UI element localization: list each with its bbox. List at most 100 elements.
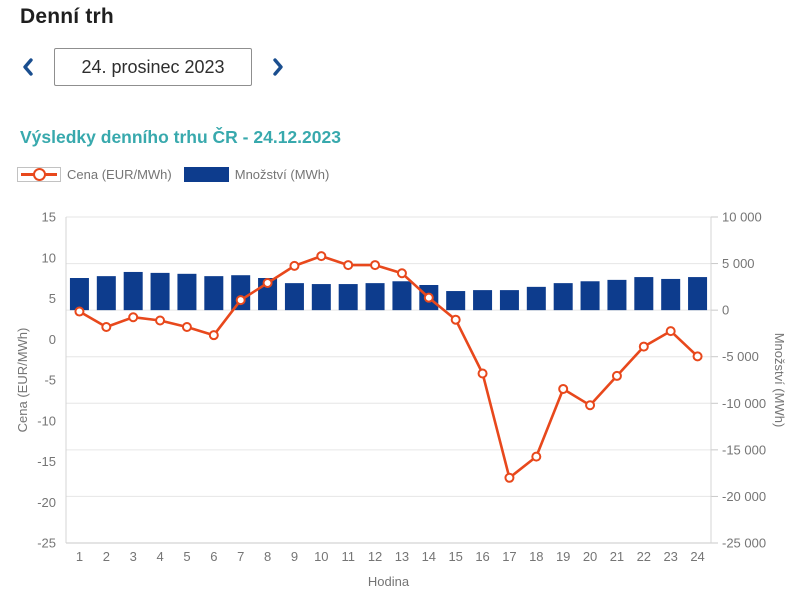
price-point [74, 306, 85, 317]
price-point [289, 260, 300, 271]
volume-bar [473, 290, 493, 311]
volume-bar [177, 273, 197, 311]
x-axis-tick-label: 22 [637, 549, 651, 564]
x-axis-tick-label: 23 [663, 549, 677, 564]
x-axis-tick-label: 1 [76, 549, 83, 564]
price-point [101, 322, 112, 333]
legend-label-price: Cena (EUR/MWh) [67, 167, 172, 182]
right-axis-labels: 10 000 5 000 0 -5 000 -10 000 -15 000 -20 000 -… [722, 210, 766, 551]
price-point [235, 295, 246, 306]
price-point [665, 326, 676, 337]
price-point [262, 278, 273, 289]
x-axis-title: Hodina [368, 574, 410, 589]
volume-bar [607, 279, 627, 311]
volume-bar [661, 278, 681, 311]
x-axis-tick-label: 10 [314, 549, 328, 564]
x-axis-tick-label: 21 [610, 549, 624, 564]
x-axis-tick-label: 15 [448, 549, 462, 564]
left-axis-tick-label: -5 [44, 373, 56, 388]
left-axis-tick-label: 15 [42, 210, 56, 225]
left-axis-title: Cena (EUR/MWh) [15, 328, 30, 433]
price-point [477, 368, 488, 379]
volume-bar [69, 278, 89, 311]
x-axis-tick-label: 3 [130, 549, 137, 564]
volume-bar [96, 276, 116, 311]
x-axis-tick-label: 8 [264, 549, 271, 564]
chevron-left-icon [23, 58, 33, 76]
price-point [531, 451, 542, 462]
volume-bar [688, 277, 708, 311]
x-axis-tick-label: 18 [529, 549, 543, 564]
volume-bar [284, 283, 304, 311]
x-axis-tick-label: 4 [156, 549, 163, 564]
right-axis-tick-label: -15 000 [722, 442, 766, 457]
volume-bars-series [69, 271, 708, 311]
chart-legend: Cena (EUR/MWh) Množství (MWh) [17, 167, 341, 182]
volume-bar [392, 281, 412, 311]
x-axis-tick-label: 12 [368, 549, 382, 564]
left-axis-labels: 15 10 5 0 -5 -10 -15 -20 -25 [37, 210, 56, 551]
previous-day-button[interactable] [20, 48, 36, 86]
price-point [423, 292, 434, 303]
price-point [450, 314, 461, 325]
right-axis-tick-label: 5 000 [722, 256, 755, 271]
x-axis-tick-label: 19 [556, 549, 570, 564]
volume-bar [150, 272, 170, 311]
volume-bar [204, 276, 224, 311]
left-axis-tick-label: -20 [37, 495, 56, 510]
price-line [78, 254, 699, 480]
price-line-swatch-icon [17, 167, 61, 182]
x-axis-tick-label: 2 [103, 549, 110, 564]
x-axis-tick-label: 14 [422, 549, 436, 564]
left-axis-tick-label: 5 [49, 291, 56, 306]
right-axis-tick-label: -10 000 [722, 396, 766, 411]
x-axis-tick-label: 20 [583, 549, 597, 564]
next-day-button[interactable] [270, 48, 286, 86]
price-point [316, 251, 327, 262]
volume-bar [526, 286, 546, 311]
volume-bar [123, 271, 143, 311]
date-value: 24. prosinec 2023 [81, 56, 225, 77]
left-axis-tick-label: -25 [37, 536, 56, 551]
volume-bar-swatch-icon [183, 167, 229, 182]
x-axis-tick-label: 24 [690, 549, 704, 564]
x-axis-tick-label: 17 [502, 549, 516, 564]
marker-sample [32, 168, 46, 181]
price-point [611, 370, 622, 381]
volume-bar [365, 283, 385, 311]
price-point [692, 351, 703, 362]
date-navigation: 24. prosinec 2023 [20, 48, 286, 86]
legend-item-price[interactable]: Cena (EUR/MWh) [17, 167, 172, 182]
x-axis-tick-label: 13 [395, 549, 409, 564]
price-line-series [74, 251, 703, 483]
price-point [155, 315, 166, 326]
price-point [208, 330, 219, 341]
left-axis-tick-label: 0 [49, 332, 56, 347]
x-axis-tick-label: 11 [341, 549, 355, 564]
volume-bar [634, 277, 654, 311]
volume-bar [499, 290, 519, 311]
legend-item-volume[interactable]: Množství (MWh) [183, 167, 329, 182]
volume-bar [338, 284, 358, 311]
right-axis-tick-label: -25 000 [722, 536, 766, 551]
x-axis-tick-label: 9 [291, 549, 298, 564]
x-axis-labels: 1 2 3 4 5 6 7 8 9 10 11 12 13 14 15 16 17 18 19 20 21 22 23 24 [76, 549, 705, 564]
price-point [370, 260, 381, 271]
right-axis-tick-label: -20 000 [722, 489, 766, 504]
x-axis-tick-label: 7 [237, 549, 244, 564]
x-axis-tick-label: 5 [183, 549, 190, 564]
date-picker[interactable]: 24. prosinec 2023 [54, 48, 252, 86]
price-point [343, 260, 354, 271]
price-point [396, 268, 407, 279]
chart-title: Výsledky denního trhu ČR - 24.12.2023 [20, 127, 341, 147]
right-axis-title: Množství (MWh) [772, 333, 787, 428]
price-point [585, 400, 596, 411]
y-gridlines [65, 216, 718, 544]
chevron-right-icon [273, 58, 283, 76]
price-point [504, 472, 515, 483]
x-axis-tick-label: 16 [475, 549, 489, 564]
volume-bar [446, 291, 466, 311]
left-axis-tick-label: 10 [42, 250, 56, 265]
price-point [558, 383, 569, 394]
page-title: Denní trh [20, 5, 114, 28]
